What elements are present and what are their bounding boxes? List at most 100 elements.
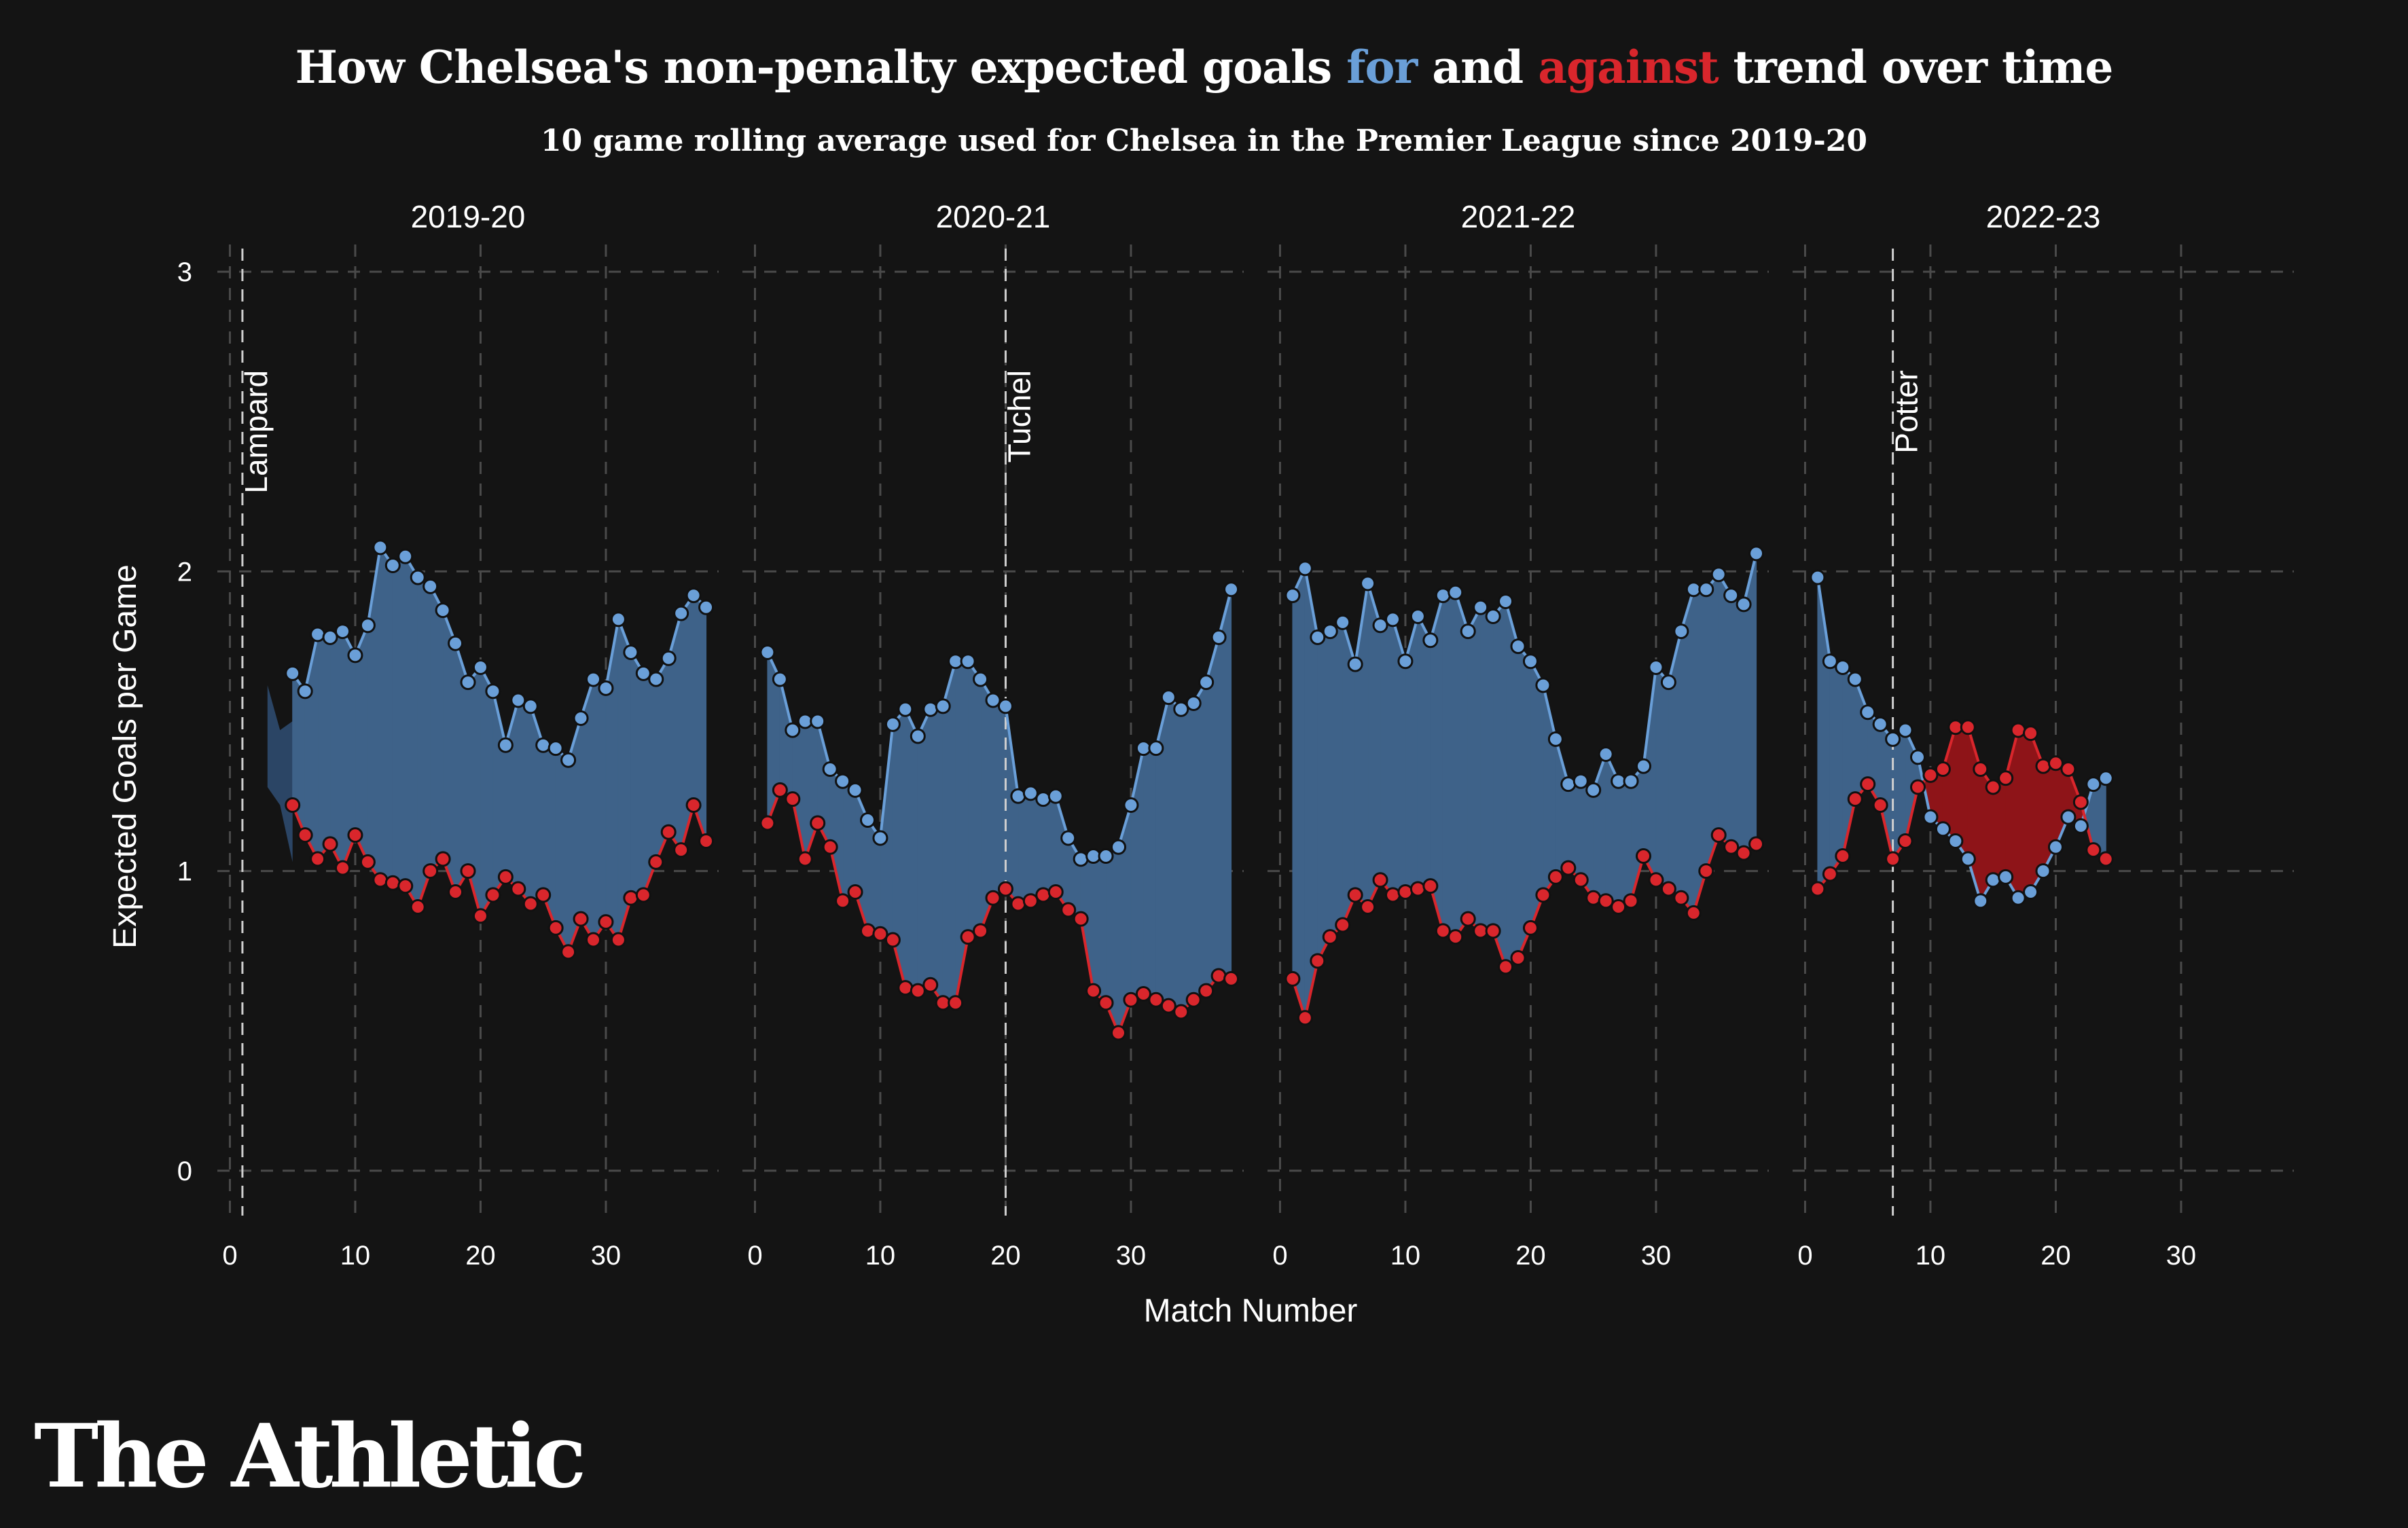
x-tick-label: 0 bbox=[747, 1241, 762, 1271]
point-for bbox=[860, 812, 876, 829]
point-for bbox=[1498, 593, 1514, 609]
area-between bbox=[1181, 702, 1194, 1013]
facet-2019-20: 0 10 20 30 2019-20 Lampard bbox=[217, 199, 719, 1271]
area-between bbox=[2043, 763, 2056, 871]
point-against bbox=[1335, 917, 1351, 933]
point-against bbox=[1623, 893, 1639, 909]
point-for bbox=[1035, 791, 1052, 807]
area-between bbox=[1206, 637, 1219, 992]
point-for bbox=[1835, 659, 1851, 676]
point-against bbox=[698, 833, 715, 849]
point-against bbox=[1673, 890, 1689, 906]
point-against bbox=[1636, 848, 1651, 864]
point-against bbox=[810, 815, 826, 831]
point-for bbox=[1360, 575, 1376, 592]
point-against bbox=[2072, 794, 2089, 810]
manager-label: Tuchel bbox=[1001, 370, 1037, 462]
point-against bbox=[598, 914, 614, 930]
point-against bbox=[1060, 902, 1077, 918]
x-tick-label: 10 bbox=[1916, 1241, 1946, 1271]
point-against bbox=[1698, 863, 1714, 879]
point-against bbox=[860, 923, 876, 939]
point-for bbox=[1698, 581, 1714, 598]
point-for bbox=[1510, 638, 1526, 655]
point-against bbox=[772, 782, 788, 798]
point-for bbox=[2047, 839, 2064, 855]
point-for bbox=[423, 578, 439, 594]
x-tick-label: 20 bbox=[1515, 1241, 1546, 1271]
point-against bbox=[1135, 985, 1151, 1002]
point-against bbox=[1810, 881, 1826, 897]
point-for bbox=[1985, 872, 2001, 888]
point-for bbox=[884, 716, 901, 732]
point-for bbox=[2072, 818, 2089, 834]
point-for bbox=[285, 665, 301, 681]
point-for bbox=[1560, 776, 1577, 793]
point-for bbox=[1636, 758, 1651, 774]
chart-subtitle: 10 game rolling average used for Chelsea… bbox=[541, 124, 1867, 158]
point-against bbox=[510, 881, 526, 897]
x-tick-label: 30 bbox=[2166, 1241, 2197, 1271]
x-tick-label: 0 bbox=[1272, 1241, 1287, 1271]
point-for bbox=[1335, 614, 1351, 630]
x-axis-label: Match Number bbox=[1144, 1293, 1358, 1329]
point-against bbox=[985, 890, 1001, 906]
point-for bbox=[1284, 587, 1301, 604]
point-against bbox=[1385, 887, 1401, 903]
point-for bbox=[973, 671, 989, 687]
point-for bbox=[410, 569, 426, 585]
point-for bbox=[1673, 623, 1689, 640]
point-against bbox=[285, 797, 301, 813]
area-between bbox=[1018, 793, 1031, 905]
point-for bbox=[635, 665, 651, 681]
point-against bbox=[485, 887, 501, 903]
point-against bbox=[835, 893, 851, 909]
y-tick-label: 0 bbox=[177, 1157, 192, 1186]
point-for bbox=[1598, 746, 1614, 762]
area-between bbox=[1731, 594, 1744, 854]
point-against bbox=[1148, 992, 1164, 1008]
point-against bbox=[673, 842, 689, 858]
point-for bbox=[1748, 545, 1765, 562]
point-for bbox=[1123, 797, 1139, 813]
point-for bbox=[610, 611, 626, 627]
point-against bbox=[573, 911, 589, 927]
point-against bbox=[322, 836, 338, 852]
point-for bbox=[810, 713, 826, 729]
area-between bbox=[518, 699, 531, 905]
point-for bbox=[1922, 809, 1939, 825]
point-against bbox=[1223, 970, 1240, 987]
point-for bbox=[460, 674, 476, 691]
point-for bbox=[1198, 674, 1215, 691]
point-for bbox=[297, 683, 313, 699]
y-tick-label: 2 bbox=[177, 557, 192, 587]
area-between bbox=[1718, 572, 1732, 848]
brand-logo: The Athletic bbox=[34, 1406, 586, 1508]
x-tick-label: 0 bbox=[222, 1241, 237, 1271]
point-against bbox=[1035, 887, 1052, 903]
point-against bbox=[1710, 827, 1727, 843]
point-for bbox=[1111, 839, 1126, 855]
area-between bbox=[779, 679, 793, 800]
area-between bbox=[967, 660, 982, 938]
point-against bbox=[660, 824, 677, 840]
point-for bbox=[322, 629, 338, 645]
point-against bbox=[359, 854, 376, 870]
point-against bbox=[1685, 905, 1702, 921]
point-for bbox=[1660, 674, 1676, 691]
point-against bbox=[1173, 1004, 1189, 1020]
point-for bbox=[1998, 869, 2014, 885]
point-against bbox=[648, 854, 664, 870]
point-for bbox=[772, 671, 788, 687]
point-for bbox=[960, 653, 976, 670]
point-against bbox=[797, 851, 813, 867]
area-between bbox=[1143, 748, 1157, 1001]
area-between bbox=[1380, 619, 1393, 896]
title-against-word: against bbox=[1538, 41, 1719, 94]
point-against bbox=[1185, 992, 1202, 1008]
area-between bbox=[605, 619, 619, 941]
area-between bbox=[1317, 630, 1331, 962]
point-for bbox=[1623, 773, 1639, 789]
point-for bbox=[1872, 716, 1888, 732]
